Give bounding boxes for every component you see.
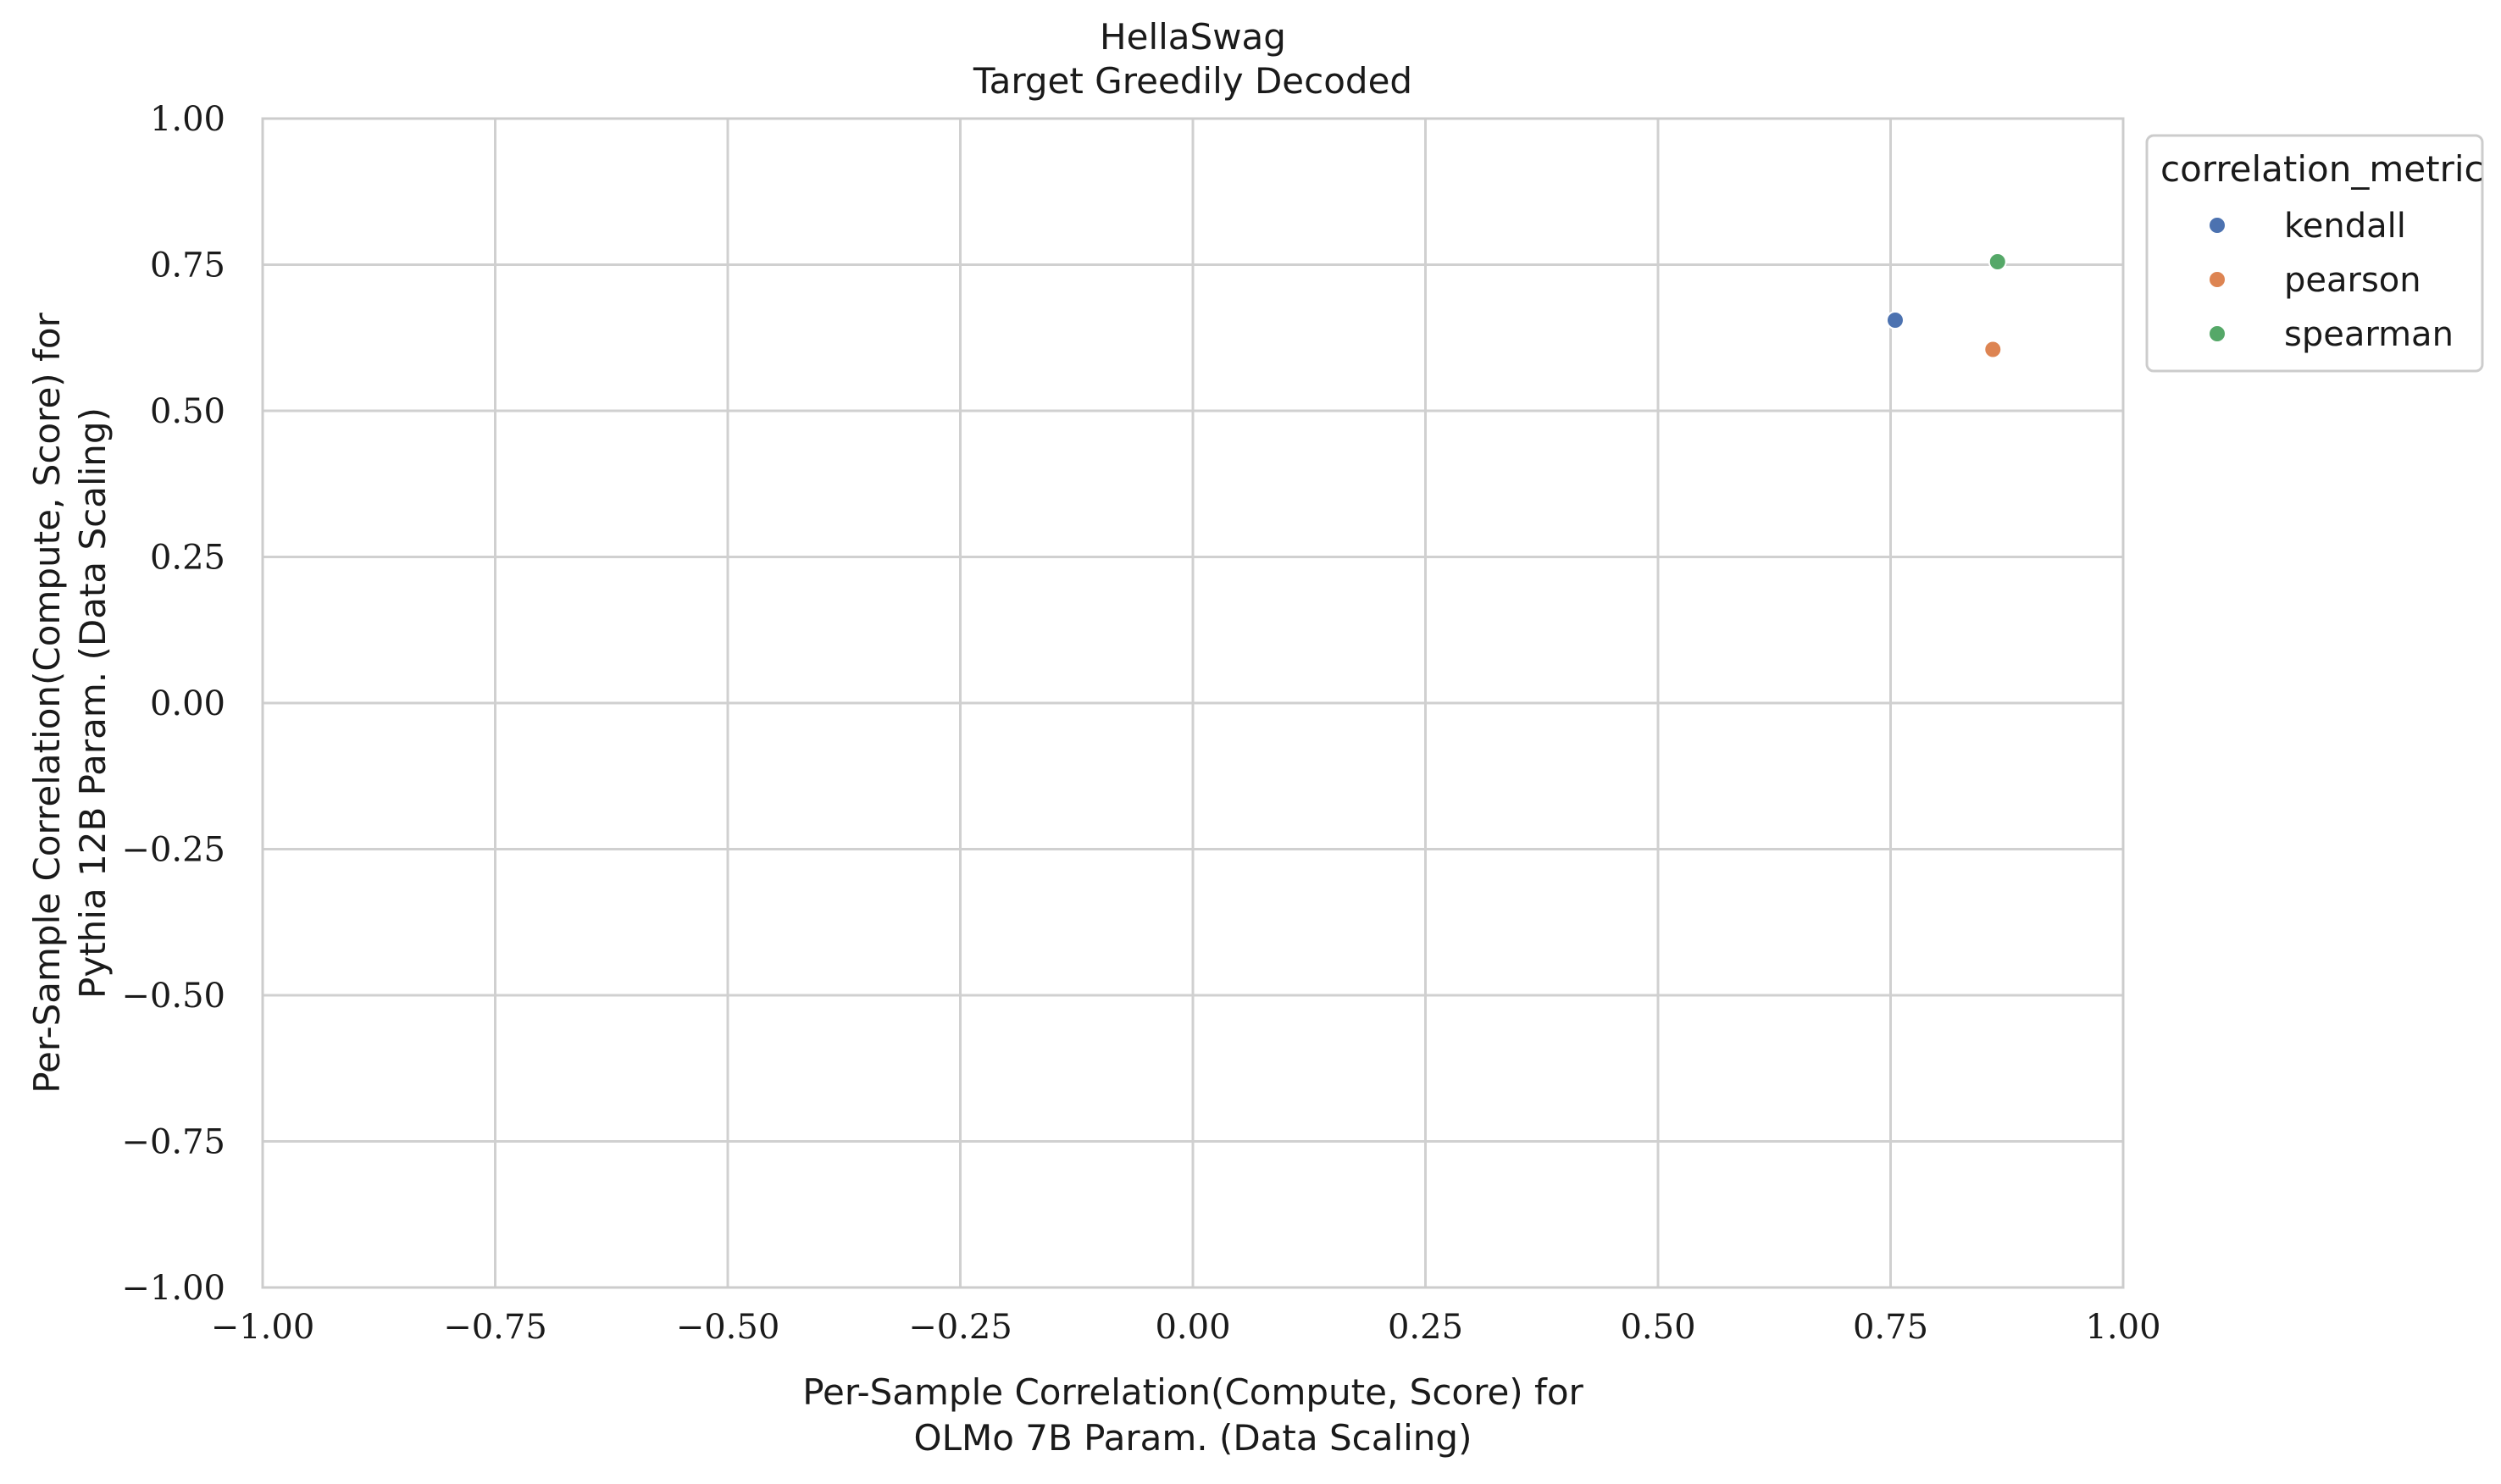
legend-items: kendall pearson spearman bbox=[2208, 207, 2454, 354]
x-tick-label: 0.75 bbox=[1853, 1308, 1928, 1347]
x-axis-ticks: −1.00 −0.75 −0.50 −0.25 0.00 0.25 0.50 0.75 1.00 bbox=[211, 1308, 2161, 1347]
x-tick-label: 0.50 bbox=[1620, 1308, 1695, 1347]
y-tick-label: 0.25 bbox=[150, 539, 225, 578]
x-tick-label: 1.00 bbox=[2085, 1308, 2160, 1347]
legend-label-spearman: spearman bbox=[2284, 315, 2454, 354]
chart-subtitle: Target Greedily Decoded bbox=[973, 60, 1412, 102]
x-axis-label-line-2: OLMo 7B Param. (Data Scaling) bbox=[914, 1417, 1472, 1459]
point-pearson bbox=[1983, 340, 2003, 359]
data-points bbox=[1885, 252, 2007, 359]
point-spearman bbox=[1988, 252, 2007, 272]
chart-title: HellaSwag bbox=[1100, 16, 1286, 58]
grid bbox=[261, 117, 2125, 1289]
y-tick-label: −0.50 bbox=[121, 977, 225, 1016]
x-axis-label-line-1: Per-Sample Correlation(Compute, Score) f… bbox=[802, 1371, 1583, 1413]
y-tick-label: −0.25 bbox=[121, 831, 225, 870]
legend-box bbox=[2145, 134, 2484, 373]
y-tick-label: 1.00 bbox=[150, 100, 225, 139]
y-tick-label: 0.75 bbox=[150, 246, 225, 285]
x-tick-label: 0.25 bbox=[1388, 1308, 1463, 1347]
y-tick-label: −0.75 bbox=[121, 1123, 225, 1162]
x-tick-label: −0.75 bbox=[443, 1308, 547, 1347]
plot-area-frame bbox=[261, 117, 2125, 1289]
point-kendall bbox=[1885, 311, 1905, 330]
legend-label-kendall: kendall bbox=[2284, 207, 2406, 246]
y-tick-label: 0.50 bbox=[150, 392, 225, 431]
y-axis-ticks: −1.00 −0.75 −0.50 −0.25 0.00 0.25 0.50 0.75 1.00 bbox=[121, 100, 225, 1308]
y-axis-label-line-2: Pythia 12B Param. (Data Scaling) bbox=[72, 407, 114, 999]
legend-title: correlation_metric bbox=[2160, 148, 2484, 190]
y-axis-label: Per-Sample Correlation(Compute, Score) f… bbox=[26, 312, 114, 1093]
legend: correlation_metric kendall pearson spearma… bbox=[2145, 134, 2484, 373]
x-tick-label: −0.50 bbox=[676, 1308, 780, 1347]
legend-marker-kendall bbox=[2208, 216, 2226, 235]
x-tick-label: 0.00 bbox=[1155, 1308, 1230, 1347]
legend-marker-spearman bbox=[2208, 324, 2226, 343]
legend-marker-pearson bbox=[2208, 270, 2226, 289]
y-tick-label: 0.00 bbox=[150, 684, 225, 723]
y-axis-label-line-1: Per-Sample Correlation(Compute, Score) f… bbox=[26, 312, 68, 1093]
legend-label-pearson: pearson bbox=[2284, 261, 2421, 300]
x-tick-label: −1.00 bbox=[211, 1308, 315, 1347]
x-tick-label: −0.25 bbox=[908, 1308, 1012, 1347]
y-tick-label: −1.00 bbox=[121, 1269, 225, 1308]
